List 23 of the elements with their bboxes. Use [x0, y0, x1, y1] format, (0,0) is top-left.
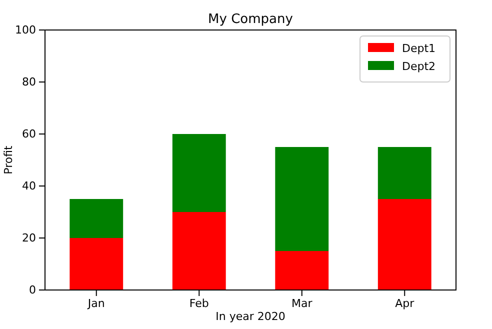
bar — [275, 251, 329, 290]
legend-label: Dept2 — [402, 60, 436, 73]
x-tick-label: Mar — [291, 296, 313, 310]
y-tick-label: 100 — [15, 24, 36, 37]
bar — [378, 199, 432, 290]
y-axis-title: Profit — [2, 144, 15, 174]
y-tick-label: 40 — [22, 180, 36, 193]
x-tick-label: Apr — [395, 296, 415, 310]
bar — [172, 212, 226, 290]
x-tick-label: Feb — [189, 296, 209, 310]
bar — [70, 238, 124, 290]
bar — [275, 147, 329, 251]
bar — [378, 147, 432, 199]
x-tick-label: Jan — [86, 296, 105, 310]
y-tick-label: 20 — [22, 232, 36, 245]
chart-title: My Company — [208, 12, 294, 27]
y-tick-label: 0 — [29, 284, 36, 297]
y-tick-label: 80 — [22, 76, 36, 89]
bar — [70, 199, 124, 238]
x-axis-title: In year 2020 — [216, 310, 286, 323]
bar — [172, 134, 226, 212]
y-tick-label: 60 — [22, 128, 36, 141]
legend-label: Dept1 — [402, 42, 436, 55]
